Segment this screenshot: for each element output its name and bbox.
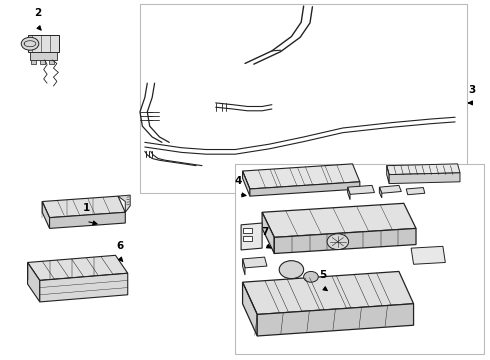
Bar [49, 60, 54, 64]
Bar [243, 235, 252, 241]
Polygon shape [27, 255, 128, 280]
Polygon shape [274, 228, 416, 253]
Circle shape [327, 234, 348, 249]
Polygon shape [42, 196, 125, 218]
Text: 5: 5 [319, 270, 327, 280]
Polygon shape [42, 202, 49, 228]
Polygon shape [243, 259, 245, 275]
Polygon shape [262, 203, 416, 237]
Polygon shape [387, 166, 389, 184]
Text: 7: 7 [261, 227, 268, 237]
Polygon shape [387, 164, 460, 175]
Bar [140, 4, 467, 193]
Polygon shape [379, 185, 401, 193]
Polygon shape [347, 185, 374, 194]
Text: 4: 4 [235, 176, 243, 186]
Polygon shape [250, 182, 360, 196]
Polygon shape [379, 187, 382, 198]
Bar [40, 60, 45, 64]
Bar [27, 35, 59, 52]
Polygon shape [243, 164, 360, 189]
Polygon shape [347, 187, 350, 200]
Bar [31, 60, 36, 64]
Polygon shape [243, 282, 257, 336]
Bar [235, 164, 485, 354]
Text: 3: 3 [468, 85, 476, 95]
Circle shape [21, 37, 39, 50]
Text: 2: 2 [34, 8, 41, 18]
Text: 6: 6 [117, 241, 124, 251]
Polygon shape [257, 304, 414, 336]
Circle shape [304, 271, 318, 282]
Bar [30, 52, 57, 60]
Polygon shape [243, 271, 414, 315]
Polygon shape [118, 195, 130, 212]
Polygon shape [49, 212, 125, 228]
Text: 1: 1 [83, 203, 90, 213]
Polygon shape [262, 212, 274, 253]
Polygon shape [40, 273, 128, 302]
Polygon shape [389, 173, 460, 184]
Polygon shape [243, 257, 267, 268]
Polygon shape [406, 188, 425, 195]
Bar [243, 228, 252, 233]
Polygon shape [27, 262, 40, 302]
Polygon shape [411, 246, 445, 264]
Circle shape [279, 261, 304, 279]
Polygon shape [241, 223, 262, 250]
Polygon shape [243, 171, 250, 196]
